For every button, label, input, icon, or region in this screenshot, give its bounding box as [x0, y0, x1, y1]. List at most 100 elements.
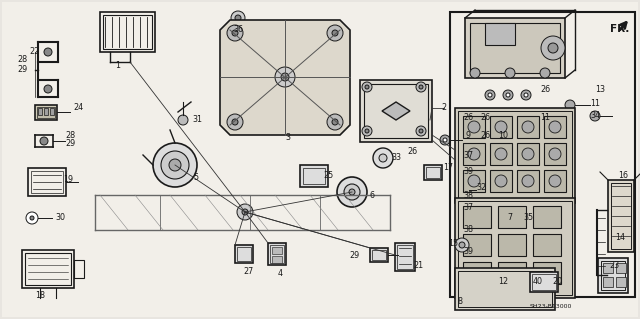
Bar	[517, 143, 539, 165]
Bar	[424, 165, 442, 180]
Text: 26: 26	[480, 130, 490, 139]
Circle shape	[153, 143, 197, 187]
Circle shape	[540, 68, 550, 78]
Bar	[370, 248, 388, 262]
Bar	[532, 274, 556, 290]
Text: 35: 35	[523, 213, 533, 222]
Text: 7: 7	[508, 213, 513, 222]
Bar	[463, 170, 485, 192]
Circle shape	[488, 93, 492, 97]
Bar	[544, 143, 566, 165]
Bar	[533, 206, 561, 228]
Circle shape	[232, 119, 238, 125]
Bar	[463, 234, 491, 256]
Bar	[490, 212, 502, 230]
Bar	[490, 143, 512, 165]
Bar	[490, 170, 512, 192]
Bar	[44, 108, 48, 115]
Circle shape	[522, 121, 534, 133]
Circle shape	[461, 188, 465, 192]
Bar	[235, 245, 253, 263]
Circle shape	[416, 82, 426, 92]
Text: 30: 30	[55, 213, 65, 222]
Circle shape	[275, 67, 295, 87]
Text: 31: 31	[192, 115, 202, 124]
Polygon shape	[220, 20, 350, 135]
Circle shape	[506, 93, 510, 97]
Text: 2: 2	[442, 103, 447, 113]
Text: 19: 19	[63, 175, 73, 184]
Bar	[395, 243, 415, 271]
Text: 21: 21	[413, 262, 423, 271]
Circle shape	[30, 216, 34, 220]
Bar	[455, 198, 575, 298]
Bar	[544, 170, 566, 192]
Bar	[544, 116, 566, 138]
Circle shape	[327, 25, 343, 41]
Circle shape	[237, 204, 253, 220]
Bar	[498, 234, 526, 256]
Bar	[616, 277, 626, 287]
Text: 26: 26	[480, 114, 490, 122]
Bar	[463, 262, 491, 284]
Text: 34: 34	[590, 112, 600, 121]
Text: 23: 23	[609, 261, 619, 270]
Bar	[517, 170, 539, 192]
Bar	[74, 260, 84, 278]
Text: 12: 12	[498, 278, 508, 286]
Circle shape	[349, 189, 355, 195]
Bar	[603, 277, 613, 287]
Circle shape	[242, 209, 248, 215]
Text: 18: 18	[35, 292, 45, 300]
Text: 37: 37	[463, 204, 473, 212]
Bar	[470, 23, 560, 73]
Bar	[463, 143, 485, 165]
Text: 20: 20	[552, 278, 562, 286]
Text: SH23-B13000: SH23-B13000	[530, 304, 572, 309]
Text: 3: 3	[285, 133, 291, 143]
Bar	[364, 84, 428, 138]
Bar	[611, 183, 631, 249]
Circle shape	[495, 148, 507, 160]
Bar	[465, 18, 565, 78]
Text: 11: 11	[590, 100, 600, 108]
Bar	[426, 167, 440, 178]
Bar	[603, 263, 613, 273]
Circle shape	[549, 175, 561, 187]
Bar	[458, 111, 572, 200]
Circle shape	[522, 148, 534, 160]
Bar	[458, 271, 552, 307]
Bar	[31, 171, 63, 193]
Circle shape	[468, 175, 480, 187]
Bar	[601, 261, 625, 290]
Text: 5: 5	[193, 174, 198, 182]
Text: 22: 22	[30, 48, 40, 56]
Bar	[498, 206, 526, 228]
Circle shape	[327, 114, 343, 130]
Bar	[25, 253, 71, 285]
Text: 24: 24	[73, 102, 83, 112]
Circle shape	[524, 93, 528, 97]
Text: 14: 14	[615, 234, 625, 242]
Circle shape	[440, 135, 450, 145]
Bar	[458, 201, 572, 295]
Circle shape	[416, 126, 426, 136]
Bar	[598, 258, 628, 293]
Bar	[616, 263, 626, 273]
Bar	[272, 247, 282, 254]
Circle shape	[40, 137, 48, 145]
Circle shape	[443, 138, 447, 142]
Circle shape	[365, 85, 369, 89]
Text: 40: 40	[533, 278, 543, 286]
Text: 29: 29	[350, 250, 360, 259]
Circle shape	[549, 121, 561, 133]
Circle shape	[470, 68, 480, 78]
Circle shape	[495, 175, 507, 187]
Bar	[463, 116, 485, 138]
Circle shape	[459, 242, 465, 248]
Text: 38: 38	[463, 190, 473, 199]
Circle shape	[161, 151, 189, 179]
Bar	[397, 245, 413, 269]
Text: 33: 33	[391, 153, 401, 162]
Circle shape	[362, 126, 372, 136]
